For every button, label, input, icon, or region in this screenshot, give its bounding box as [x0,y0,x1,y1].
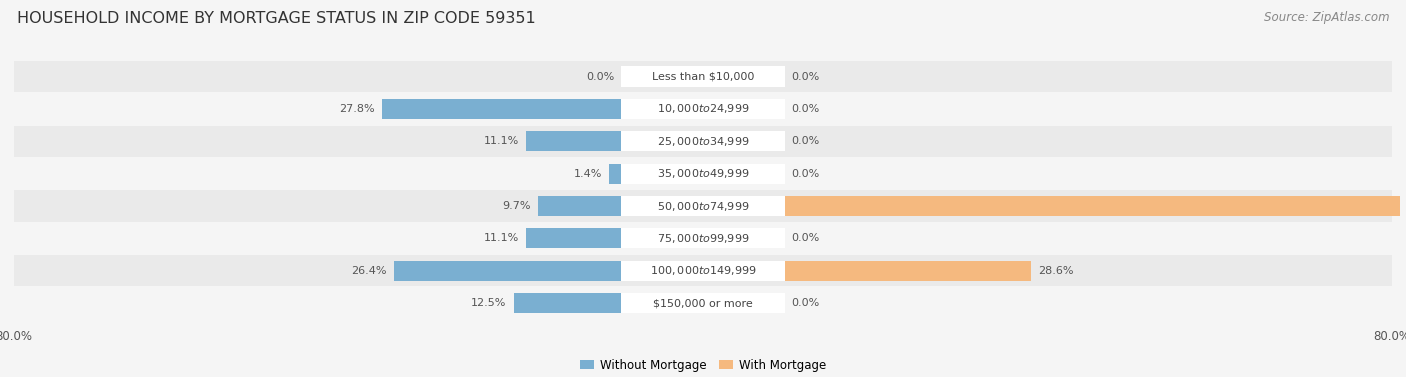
Bar [609,164,621,184]
Text: 12.5%: 12.5% [471,298,506,308]
Bar [621,131,785,151]
Bar [621,261,785,281]
Bar [621,196,785,216]
Text: $10,000 to $24,999: $10,000 to $24,999 [657,103,749,115]
Text: 1.4%: 1.4% [574,169,602,179]
Bar [621,66,785,87]
Bar [14,61,1392,92]
Text: 11.1%: 11.1% [484,233,519,244]
Text: 28.6%: 28.6% [1038,266,1074,276]
Text: 0.0%: 0.0% [792,233,820,244]
Text: 26.4%: 26.4% [352,266,387,276]
Text: 27.8%: 27.8% [339,104,375,114]
Bar [785,261,1031,281]
Legend: Without Mortgage, With Mortgage: Without Mortgage, With Mortgage [575,354,831,376]
Text: $100,000 to $149,999: $100,000 to $149,999 [650,264,756,277]
Text: 0.0%: 0.0% [586,72,614,81]
Bar [621,99,785,119]
Bar [14,288,1392,319]
Bar [537,196,621,216]
Bar [621,293,785,313]
Text: 0.0%: 0.0% [792,298,820,308]
Bar [14,126,1392,157]
Text: 0.0%: 0.0% [792,72,820,81]
Text: $35,000 to $49,999: $35,000 to $49,999 [657,167,749,180]
Bar [14,158,1392,189]
Text: Less than $10,000: Less than $10,000 [652,72,754,81]
Bar [382,99,621,119]
Bar [621,164,785,184]
Text: $150,000 or more: $150,000 or more [654,298,752,308]
Bar [621,228,785,248]
Bar [14,93,1392,124]
Text: HOUSEHOLD INCOME BY MORTGAGE STATUS IN ZIP CODE 59351: HOUSEHOLD INCOME BY MORTGAGE STATUS IN Z… [17,11,536,26]
Bar [513,293,621,313]
Bar [526,228,621,248]
Text: $75,000 to $99,999: $75,000 to $99,999 [657,232,749,245]
Bar [394,261,621,281]
Bar [526,131,621,151]
Bar [14,255,1392,287]
Text: Source: ZipAtlas.com: Source: ZipAtlas.com [1264,11,1389,24]
Text: 9.7%: 9.7% [502,201,531,211]
Text: 0.0%: 0.0% [792,169,820,179]
Bar [14,190,1392,222]
Text: 0.0%: 0.0% [792,104,820,114]
Text: $50,000 to $74,999: $50,000 to $74,999 [657,199,749,213]
Text: $25,000 to $34,999: $25,000 to $34,999 [657,135,749,148]
Text: 0.0%: 0.0% [792,136,820,146]
Bar [785,196,1400,216]
Bar [14,223,1392,254]
Text: 11.1%: 11.1% [484,136,519,146]
